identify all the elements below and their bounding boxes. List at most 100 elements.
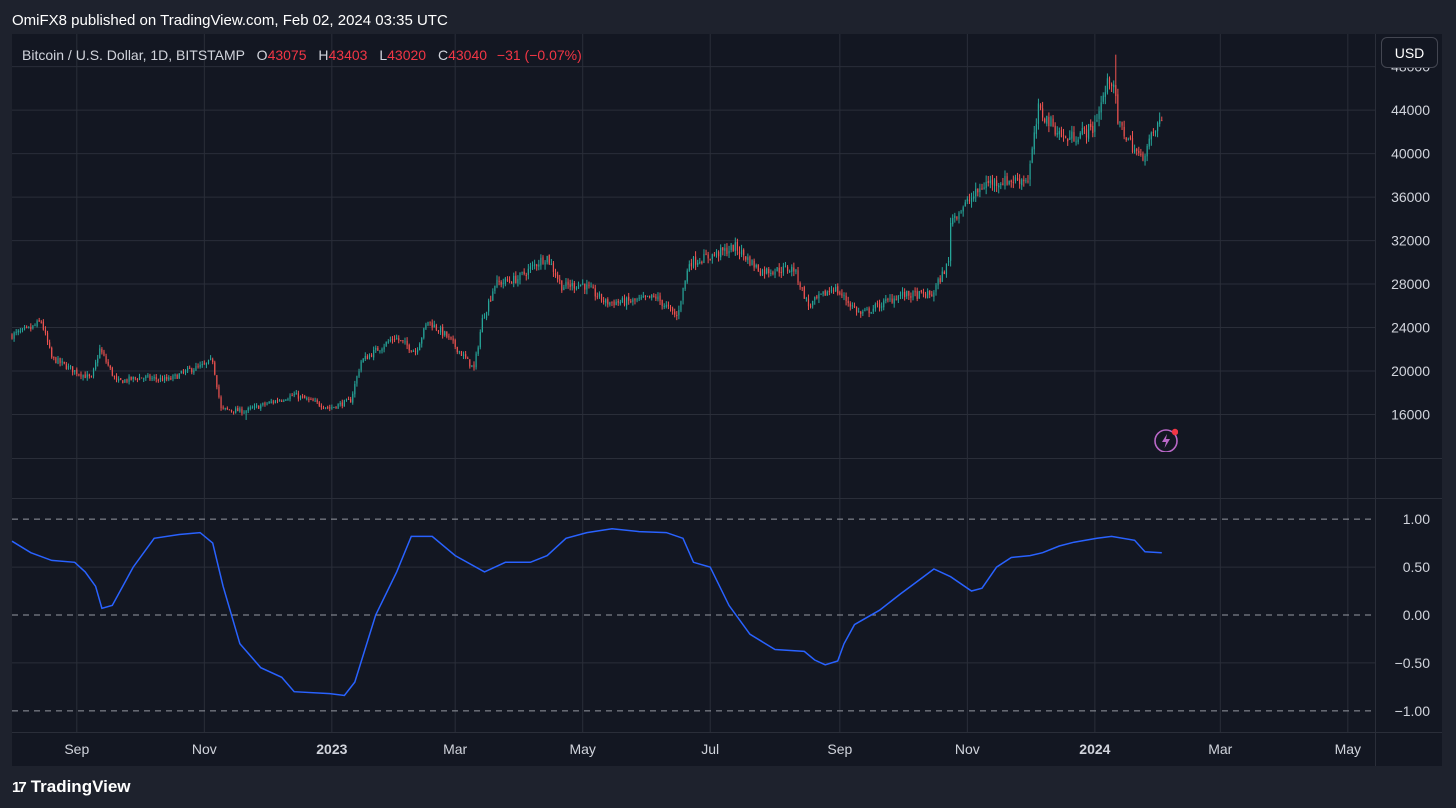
candle-body <box>199 364 201 367</box>
candle-body <box>642 296 644 298</box>
candle-body <box>916 291 918 299</box>
candle-body <box>998 185 1000 188</box>
candle-body <box>500 281 502 285</box>
close-value: 43040 <box>448 47 488 63</box>
x-tick-label: Sep <box>64 741 89 757</box>
candle-body <box>521 272 523 274</box>
candle-body <box>437 330 440 332</box>
candle-body <box>76 369 78 374</box>
candle-body <box>594 288 596 297</box>
candle-body <box>901 291 904 296</box>
candle-body <box>345 399 348 401</box>
candle-body <box>113 375 116 377</box>
high-value: 43403 <box>328 47 368 63</box>
candle-body <box>161 378 164 382</box>
candle-body <box>607 299 609 305</box>
candle-body <box>439 327 442 333</box>
candle-body <box>968 199 971 202</box>
candle-body <box>291 395 293 397</box>
candle-body <box>63 361 65 364</box>
candle-body <box>824 290 826 296</box>
candle-body <box>761 269 764 276</box>
candle-body <box>740 250 743 255</box>
candle-body <box>1159 119 1161 124</box>
candle-body <box>843 295 845 297</box>
candle-body <box>21 328 24 331</box>
candle-body <box>975 188 977 197</box>
candle-body <box>49 342 51 348</box>
candle-body <box>467 357 469 359</box>
candle-body <box>575 287 578 289</box>
candle-body <box>44 329 47 333</box>
candle-body <box>166 376 168 380</box>
candle-body <box>709 258 711 260</box>
candle-body <box>109 365 111 369</box>
candle-body <box>251 407 254 409</box>
candle-body <box>1083 127 1086 129</box>
candle-body <box>274 400 277 404</box>
pane-separator <box>12 458 1442 459</box>
candle-body <box>515 275 517 283</box>
candle-body <box>768 269 770 274</box>
currency-button[interactable]: USD <box>1381 37 1438 68</box>
candle-body <box>517 279 519 284</box>
candle-body <box>841 293 843 296</box>
candle-body <box>789 271 791 273</box>
candle-body <box>46 332 49 343</box>
candle-body <box>174 374 176 376</box>
candle-body <box>176 375 178 379</box>
candle-body <box>138 377 141 380</box>
candle-body <box>352 393 354 403</box>
lightning-bolt-icon[interactable] <box>1154 428 1179 453</box>
candle-body <box>899 294 902 297</box>
candle-body <box>423 328 425 338</box>
candle-body <box>356 376 358 384</box>
price-tick-label: 28000 <box>1391 276 1430 292</box>
candle-body <box>803 287 805 299</box>
candle-body <box>868 308 870 314</box>
candle-body <box>588 285 590 287</box>
candle-body <box>1110 84 1113 87</box>
candle-body <box>249 407 251 409</box>
indicator-tick-label: −0.50 <box>1395 655 1431 671</box>
candle-body <box>720 247 722 258</box>
candle-body <box>157 379 159 381</box>
publisher-header: OmiFX8 published on TradingView.com, Feb… <box>12 12 448 29</box>
candle-body <box>793 267 795 272</box>
candle-body <box>289 395 291 399</box>
candle-body <box>446 331 448 337</box>
candle-body <box>53 356 55 358</box>
candle-body <box>306 398 308 400</box>
candle-body <box>197 366 199 368</box>
candle-body <box>966 198 968 202</box>
candle-body <box>538 264 540 267</box>
tradingview-logo[interactable]: 17 TradingView <box>12 776 131 798</box>
candle-body <box>970 197 973 202</box>
candle-body <box>552 263 555 272</box>
candle-body <box>1131 138 1134 153</box>
candle-body <box>452 338 454 341</box>
ohlc-legend: Bitcoin / U.S. Dollar, 1D, BITSTAMP O430… <box>22 47 582 63</box>
candle-body <box>366 356 368 360</box>
low-value: 43020 <box>387 47 427 63</box>
candle-body <box>784 266 787 268</box>
candle-body <box>1102 95 1104 102</box>
candle-body <box>281 400 283 402</box>
candle-body <box>65 364 67 369</box>
candle-body <box>55 357 57 364</box>
candle-body <box>866 308 868 310</box>
candle-body <box>1071 131 1073 139</box>
candle-body <box>170 377 172 380</box>
candle-body <box>993 179 996 186</box>
candle-body <box>32 325 34 329</box>
candle-body <box>1035 124 1037 134</box>
chart-canvas[interactable] <box>12 34 1442 766</box>
candle-body <box>527 268 529 275</box>
candle-body <box>1008 180 1010 185</box>
candle-body <box>184 370 187 373</box>
pane-separator <box>12 498 1442 499</box>
candle-body <box>410 350 412 352</box>
candle-body <box>536 264 538 267</box>
candle-body <box>421 337 423 344</box>
